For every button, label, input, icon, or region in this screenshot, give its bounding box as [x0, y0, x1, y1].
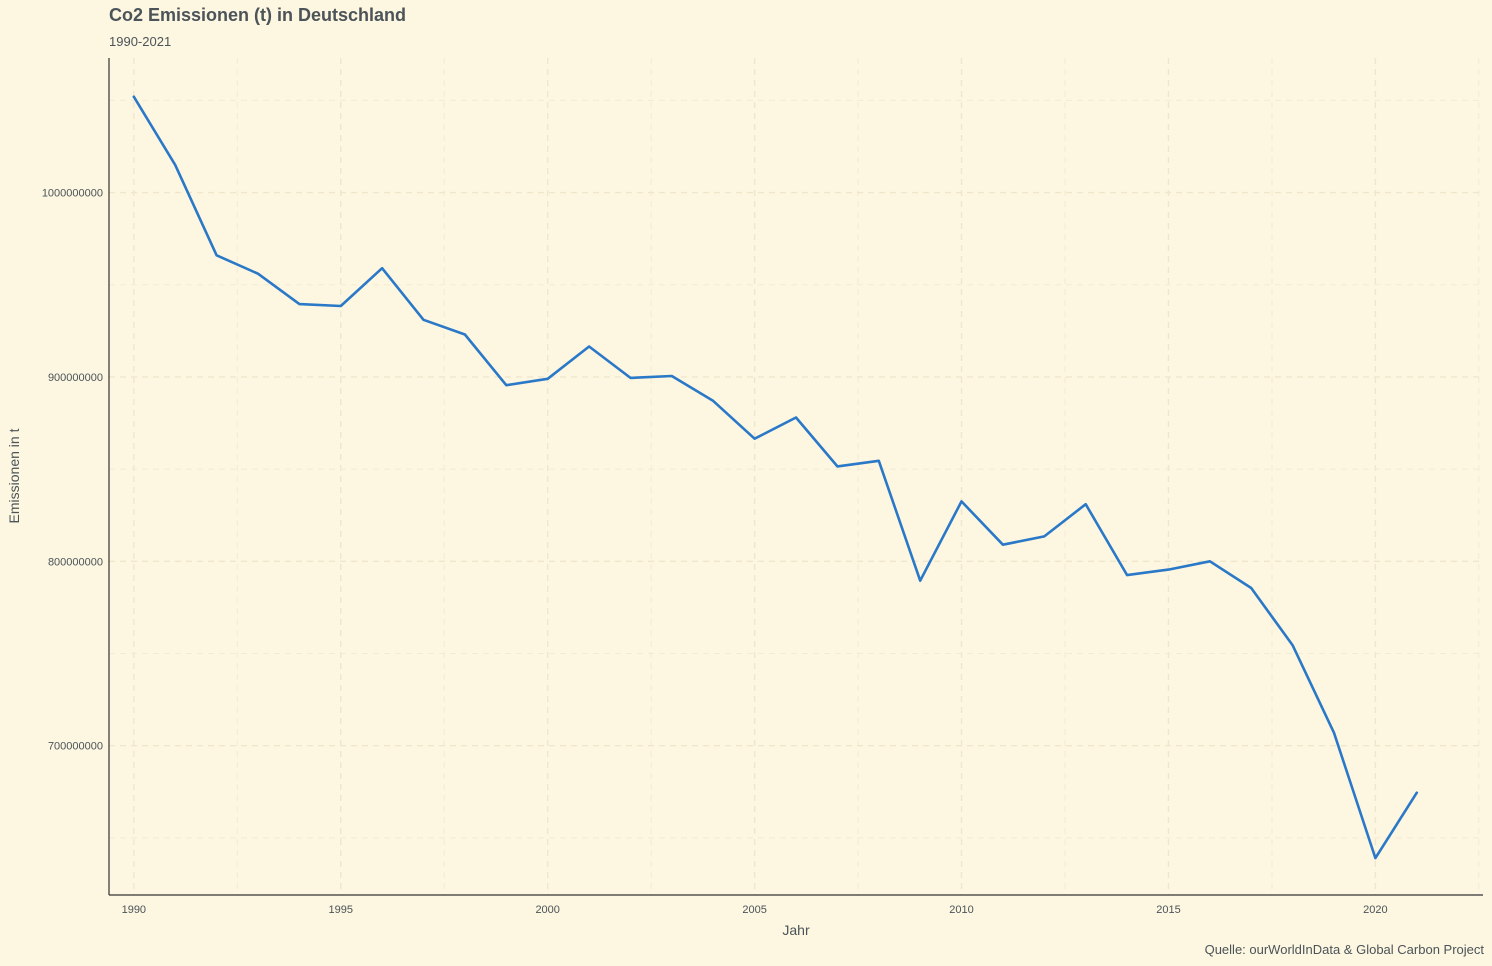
x-tick-label: 1990 [122, 904, 146, 916]
x-tick-label: 2015 [1156, 904, 1180, 916]
x-tick-label: 1995 [329, 904, 353, 916]
x-tick-label: 2010 [949, 904, 973, 916]
series-line [132, 95, 1419, 860]
y-tick-label: 700000000 [48, 741, 103, 753]
chart-title: Co2 Emissionen (t) in Deutschland [109, 5, 407, 25]
chart-caption: Quelle: ourWorldInData & Global Carbon P… [1204, 942, 1484, 957]
y-tick-label: 800000000 [48, 556, 103, 568]
series-layer [132, 95, 1419, 860]
chart-subtitle: 1990-2021 [109, 34, 172, 49]
x-tick-label: 2005 [742, 904, 766, 916]
x-axis-title: Jahr [782, 922, 810, 938]
x-tick-label: 2000 [535, 904, 559, 916]
axes [108, 58, 1483, 896]
y-tick-label: 1000000000 [42, 188, 103, 200]
grid-lines [109, 58, 1483, 895]
y-axis-title: Emissionen in t [6, 428, 22, 523]
y-tick-label: 900000000 [48, 372, 103, 384]
tick-labels: 1990 1995 2000 2005 2010 2015 2020 700000000 800… [42, 188, 1388, 916]
x-tick-label: 2020 [1363, 904, 1387, 916]
